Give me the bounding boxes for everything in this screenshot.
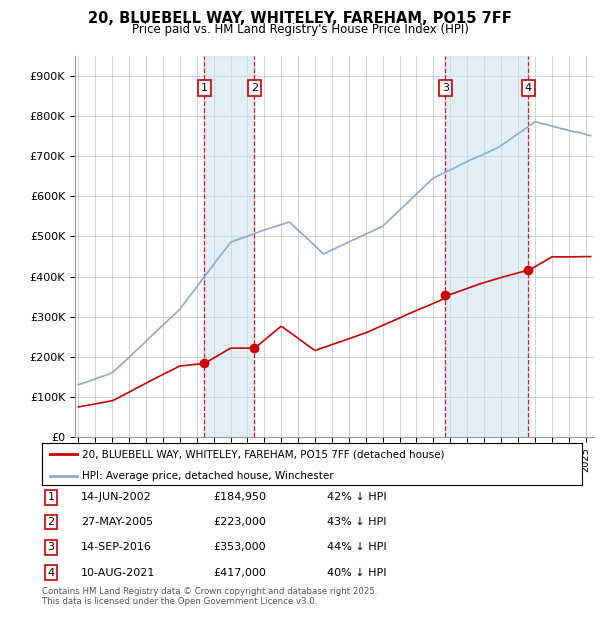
- Text: £353,000: £353,000: [213, 542, 266, 552]
- Text: 44% ↓ HPI: 44% ↓ HPI: [327, 542, 386, 552]
- Text: 42% ↓ HPI: 42% ↓ HPI: [327, 492, 386, 502]
- Bar: [205, 56, 254, 437]
- Text: 20, BLUEBELL WAY, WHITELEY, FAREHAM, PO15 7FF: 20, BLUEBELL WAY, WHITELEY, FAREHAM, PO1…: [88, 11, 512, 25]
- Text: 2: 2: [251, 83, 258, 93]
- Text: 43% ↓ HPI: 43% ↓ HPI: [327, 517, 386, 527]
- Text: HPI: Average price, detached house, Winchester: HPI: Average price, detached house, Winc…: [83, 471, 334, 480]
- Text: 3: 3: [442, 83, 449, 93]
- Text: 1: 1: [201, 83, 208, 93]
- Text: £417,000: £417,000: [213, 568, 266, 578]
- Text: 14-SEP-2016: 14-SEP-2016: [81, 542, 152, 552]
- Text: 14-JUN-2002: 14-JUN-2002: [81, 492, 152, 502]
- Text: 2: 2: [47, 517, 55, 527]
- Bar: [445, 56, 528, 437]
- Text: 20, BLUEBELL WAY, WHITELEY, FAREHAM, PO15 7FF (detached house): 20, BLUEBELL WAY, WHITELEY, FAREHAM, PO1…: [83, 449, 445, 459]
- Text: 10-AUG-2021: 10-AUG-2021: [81, 568, 155, 578]
- Text: 1: 1: [47, 492, 55, 502]
- Text: 4: 4: [524, 83, 532, 93]
- Text: 4: 4: [47, 568, 55, 578]
- Text: 40% ↓ HPI: 40% ↓ HPI: [327, 568, 386, 578]
- Text: 27-MAY-2005: 27-MAY-2005: [81, 517, 153, 527]
- Text: £184,950: £184,950: [213, 492, 266, 502]
- Text: £223,000: £223,000: [213, 517, 266, 527]
- Text: 3: 3: [47, 542, 55, 552]
- Text: Contains HM Land Registry data © Crown copyright and database right 2025.
This d: Contains HM Land Registry data © Crown c…: [42, 587, 377, 606]
- Text: Price paid vs. HM Land Registry's House Price Index (HPI): Price paid vs. HM Land Registry's House …: [131, 23, 469, 36]
